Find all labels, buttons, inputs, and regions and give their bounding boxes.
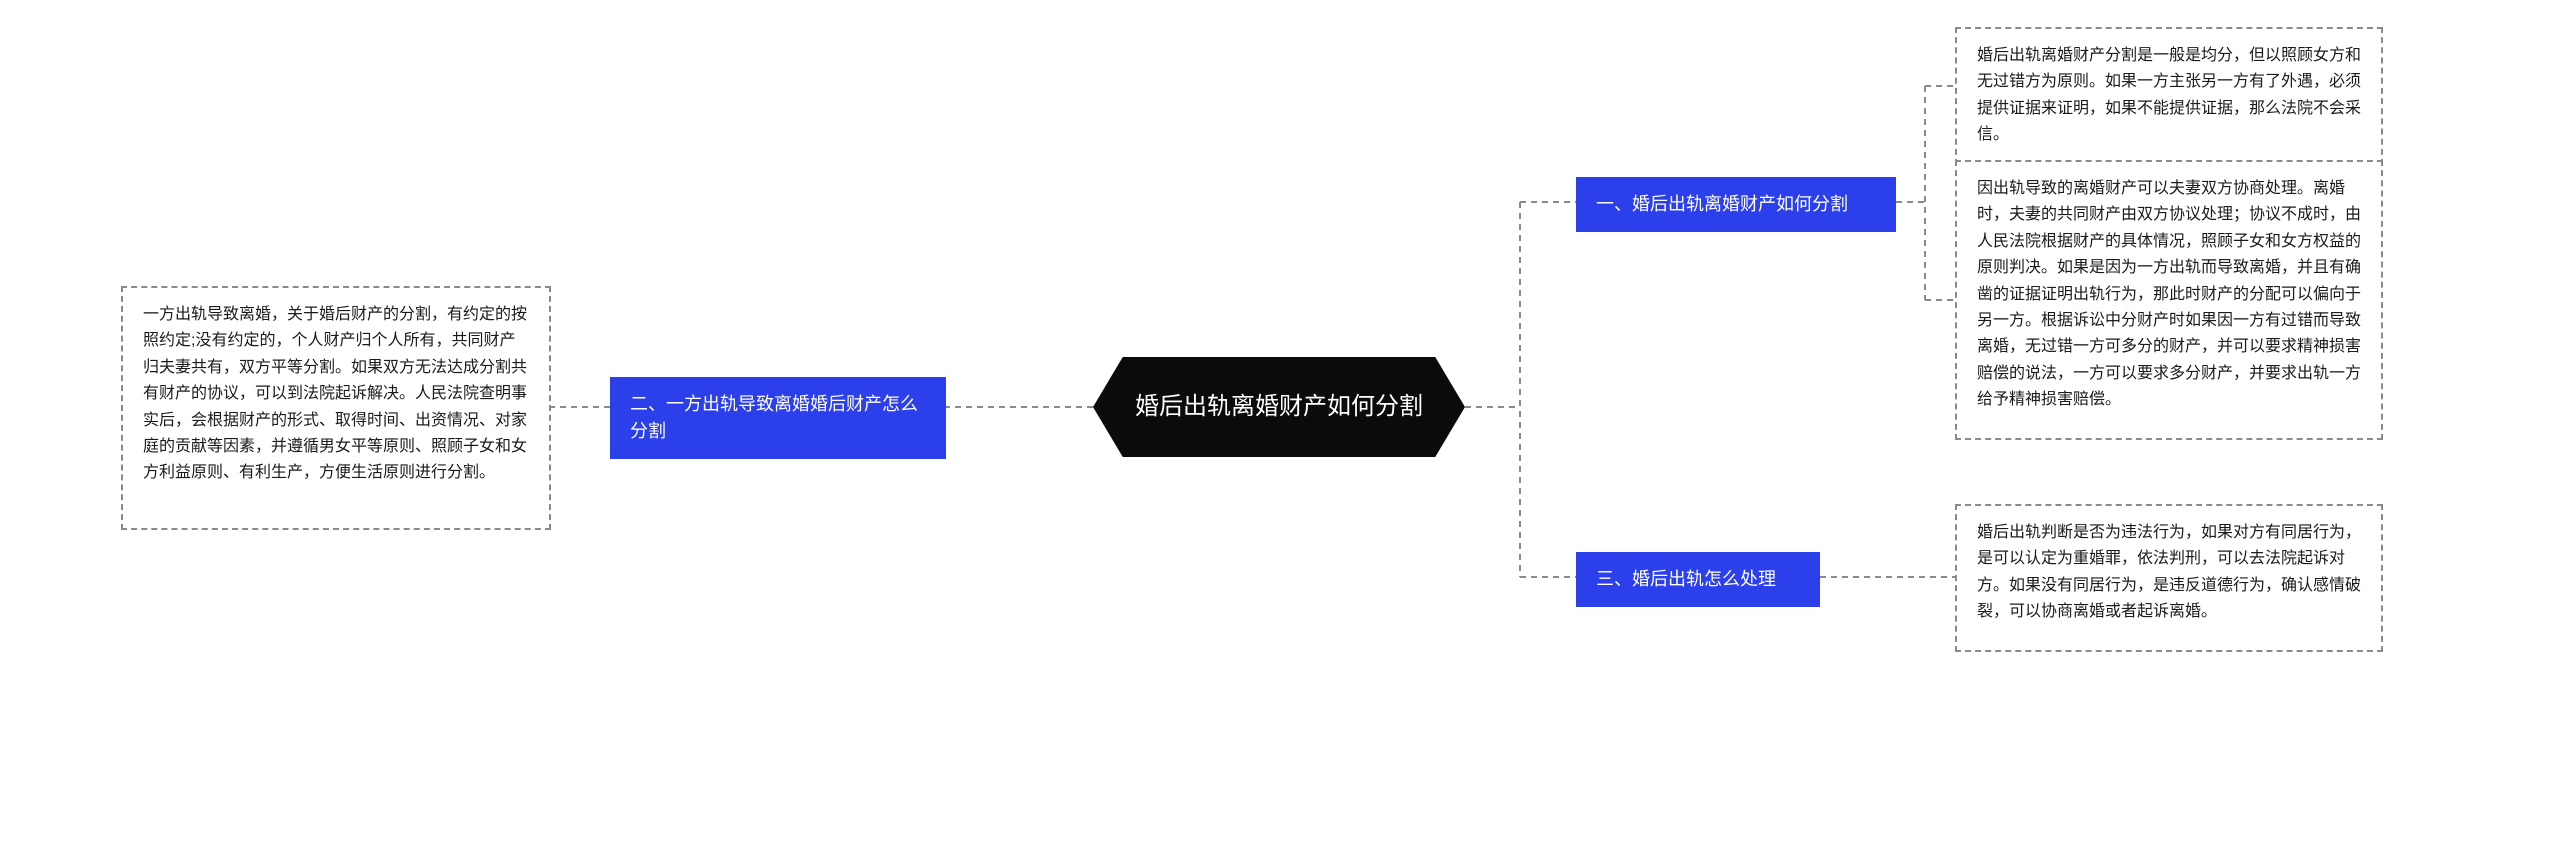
leaf-node-3: 一方出轨导致离婚，关于婚后财产的分割，有约定的按照约定;没有约定的，个人财产归个… bbox=[121, 286, 551, 530]
leaf-node-2: 因出轨导致的离婚财产可以夫妻双方协商处理。离婚时，夫妻的共同财产由双方协议处理；… bbox=[1955, 160, 2383, 440]
leaf-node-4: 婚后出轨判断是否为违法行为，如果对方有同居行为，是可以认定为重婚罪，依法判刑，可… bbox=[1955, 504, 2383, 652]
center-node: 婚后出轨离婚财产如何分割 bbox=[1093, 357, 1465, 457]
leaf-node-1: 婚后出轨离婚财产分割是一般是均分，但以照顾女方和无过错方为原则。如果一方主张另一… bbox=[1955, 27, 2383, 165]
branch-node-2: 二、一方出轨导致离婚婚后财产怎么分割 bbox=[610, 377, 946, 459]
branch-node-3: 三、婚后出轨怎么处理 bbox=[1576, 552, 1820, 607]
branch-node-1: 一、婚后出轨离婚财产如何分割 bbox=[1576, 177, 1896, 232]
